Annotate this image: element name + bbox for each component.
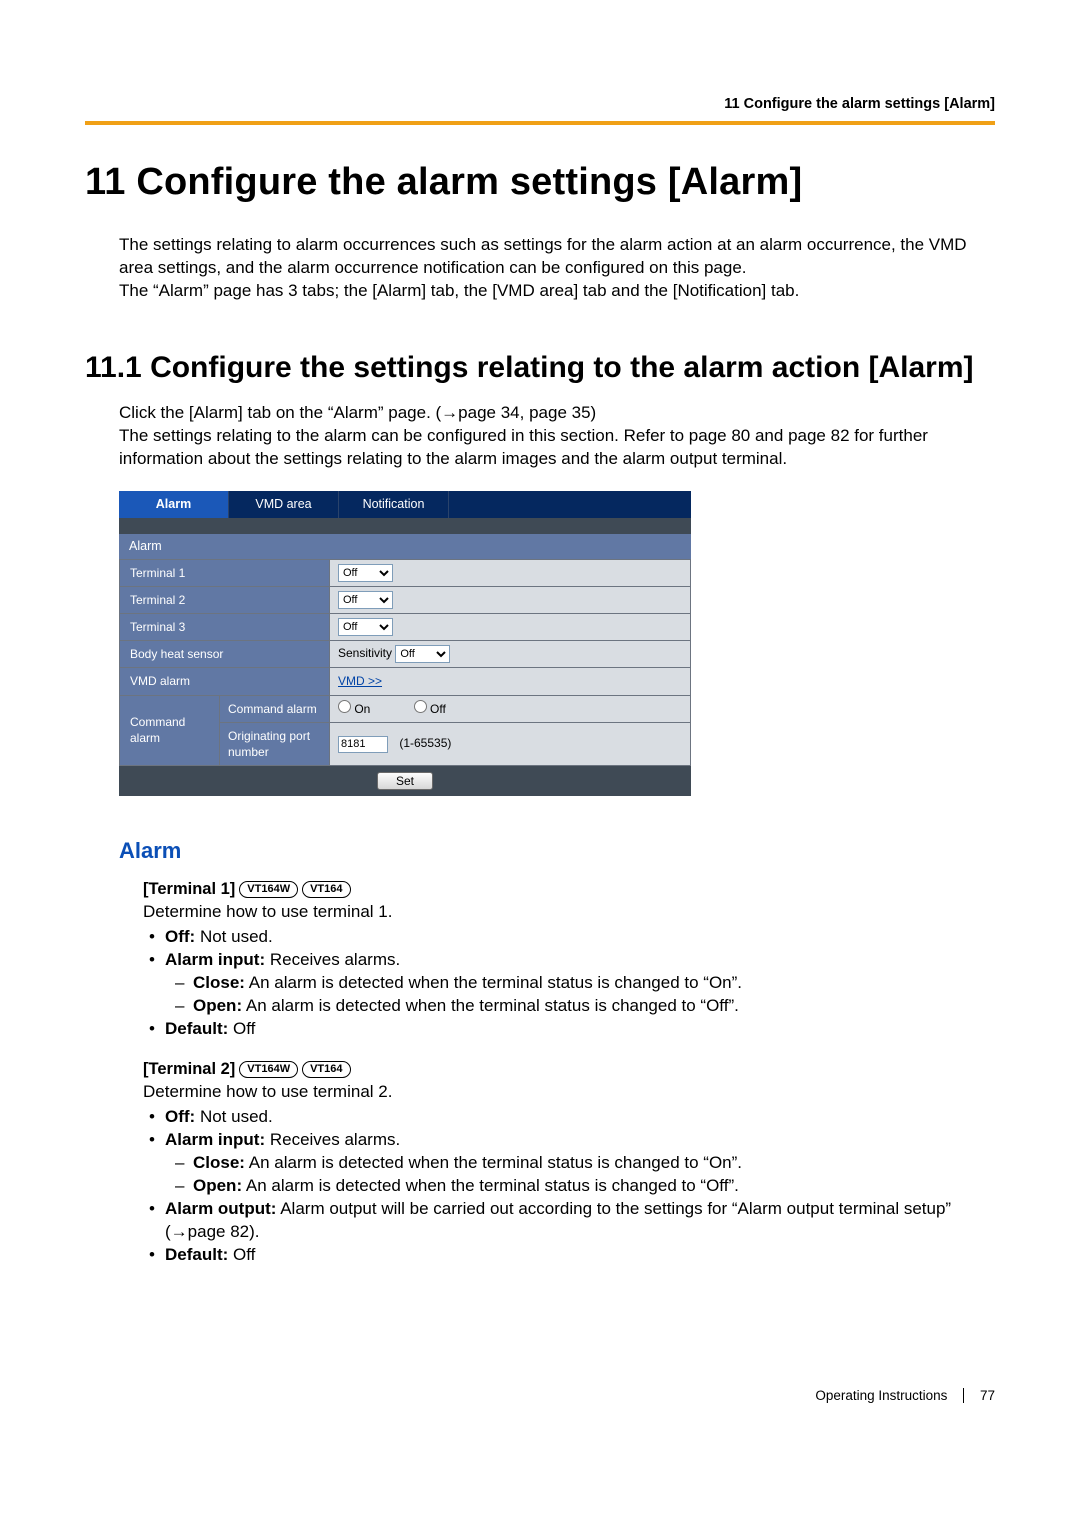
- list-item: Default: Off: [143, 1018, 995, 1041]
- alarm-subheading: Alarm: [119, 836, 995, 866]
- chapter-title: 11 Configure the alarm settings [Alarm]: [85, 157, 995, 208]
- list-item: Open: An alarm is detected when the term…: [165, 1175, 995, 1198]
- section-p1: Click the [Alarm] tab on the “Alarm” pag…: [119, 402, 995, 425]
- footer-page: 77: [980, 1388, 995, 1403]
- section-p2: The settings relating to the alarm can b…: [119, 425, 995, 471]
- row-terminal1-label: Terminal 1: [120, 559, 330, 586]
- model-badge: VT164: [302, 881, 350, 898]
- tab-alarm[interactable]: Alarm: [119, 491, 229, 518]
- set-button[interactable]: Set: [377, 772, 433, 790]
- list-item: Alarm output: Alarm output will be carri…: [143, 1198, 995, 1244]
- terminal-determine: Determine how to use terminal 2.: [143, 1081, 995, 1104]
- row-bodyheat-label: Body heat sensor: [120, 641, 330, 668]
- page-footer: Operating Instructions 77: [85, 1387, 995, 1405]
- terminal-determine: Determine how to use terminal 1.: [143, 901, 995, 924]
- list-item: Close: An alarm is detected when the ter…: [165, 1152, 995, 1175]
- row-terminal2-label: Terminal 2: [120, 586, 330, 613]
- vmd-link[interactable]: VMD >>: [338, 674, 382, 688]
- header-rule: [85, 121, 995, 125]
- sensitivity-prefix: Sensitivity: [338, 646, 392, 660]
- terminal2-select[interactable]: Off: [338, 591, 393, 609]
- model-badge: VT164W: [239, 1061, 298, 1078]
- chapter-intro-p2: The “Alarm” page has 3 tabs; the [Alarm]…: [119, 280, 995, 303]
- model-badge: VT164W: [239, 881, 298, 898]
- list-item: Off: Not used.: [143, 1106, 995, 1129]
- tab-vmd-area[interactable]: VMD area: [229, 491, 339, 518]
- section-title: 11.1 Configure the settings relating to …: [85, 348, 995, 389]
- list-item: Default: Off: [143, 1244, 995, 1267]
- cmd-on-option[interactable]: On: [338, 702, 370, 716]
- list-item: Close: An alarm is detected when the ter…: [165, 972, 995, 995]
- list-item: Alarm input: Receives alarms.Close: An a…: [143, 949, 995, 1018]
- alarm-settings-panel: Alarm VMD area Notification Alarm Termin…: [119, 491, 691, 796]
- chapter-intro-p1: The settings relating to alarm occurrenc…: [119, 234, 995, 280]
- footer-label: Operating Instructions: [815, 1388, 947, 1403]
- list-item: Open: An alarm is detected when the term…: [165, 995, 995, 1018]
- model-badge: VT164: [302, 1061, 350, 1078]
- port-range: (1-65535): [399, 736, 451, 750]
- row-vmd-label: VMD alarm: [120, 668, 330, 695]
- cmd-off-option[interactable]: Off: [414, 702, 446, 716]
- running-header: 11 Configure the alarm settings [Alarm]: [85, 95, 995, 115]
- row-command-sub2: Originating portnumber: [220, 722, 330, 765]
- terminal3-select[interactable]: Off: [338, 618, 393, 636]
- panel-section-label: Alarm: [119, 534, 691, 559]
- list-item: Alarm input: Receives alarms.Close: An a…: [143, 1129, 995, 1198]
- orig-port-input[interactable]: [338, 736, 388, 753]
- list-item: Off: Not used.: [143, 926, 995, 949]
- row-terminal3-label: Terminal 3: [120, 614, 330, 641]
- tab-notification[interactable]: Notification: [339, 491, 449, 518]
- row-command-sub1: Command alarm: [220, 695, 330, 722]
- terminal-title: [Terminal 1]: [143, 880, 235, 898]
- sensitivity-select[interactable]: Off: [395, 645, 450, 663]
- terminal-title: [Terminal 2]: [143, 1060, 235, 1078]
- row-command-label: Command alarm: [120, 695, 220, 766]
- terminal1-select[interactable]: Off: [338, 564, 393, 582]
